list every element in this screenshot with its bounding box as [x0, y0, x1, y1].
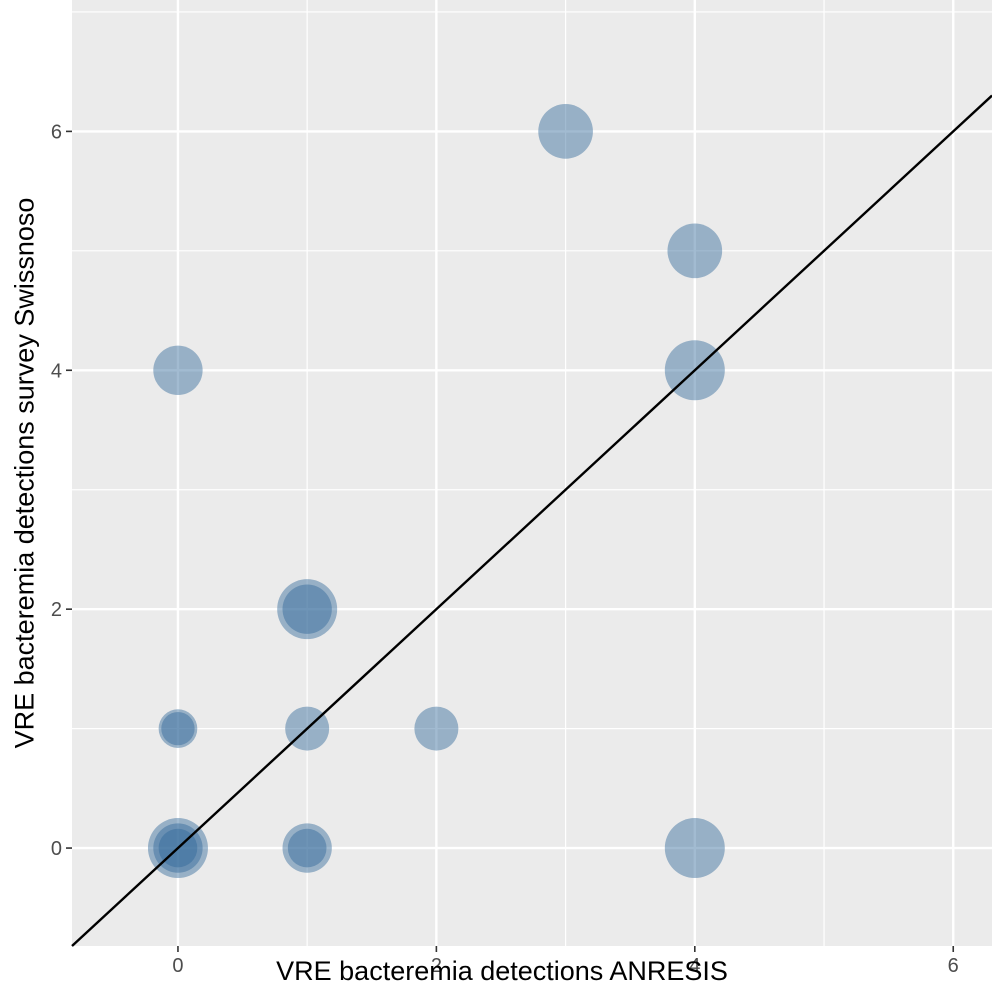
data-point	[667, 223, 723, 279]
data-point	[161, 711, 195, 746]
x-tick-label: 4	[689, 955, 700, 977]
y-axis-title: VRE bacteremia detections survey Swissno…	[9, 198, 39, 749]
data-point	[158, 709, 198, 748]
plot-panel	[72, 0, 992, 946]
data-point	[282, 823, 332, 873]
minor-gridlines	[72, 0, 992, 946]
data-point	[538, 104, 593, 159]
data-point	[153, 345, 203, 395]
data-point	[287, 828, 327, 868]
x-tick-label: 0	[172, 955, 183, 977]
x-tick-label: 6	[948, 955, 959, 977]
y-axis-ticks: 0 2 4 6	[51, 121, 72, 860]
data-point	[277, 579, 338, 640]
data-point	[282, 584, 332, 634]
y-tick-label: 4	[51, 360, 62, 382]
x-tick-label: 2	[431, 955, 442, 977]
x-axis-title: VRE bacteremia detections ANRESIS	[276, 956, 728, 986]
identity-reference-line	[71, 94, 992, 947]
major-gridlines	[72, 0, 992, 946]
x-axis-ticks: 0 2 4 6	[172, 946, 959, 977]
data-point	[664, 818, 725, 879]
y-tick-label: 2	[51, 599, 62, 621]
y-tick-label: 6	[51, 121, 62, 143]
y-tick-label: 0	[51, 838, 62, 860]
data-point	[414, 706, 459, 751]
